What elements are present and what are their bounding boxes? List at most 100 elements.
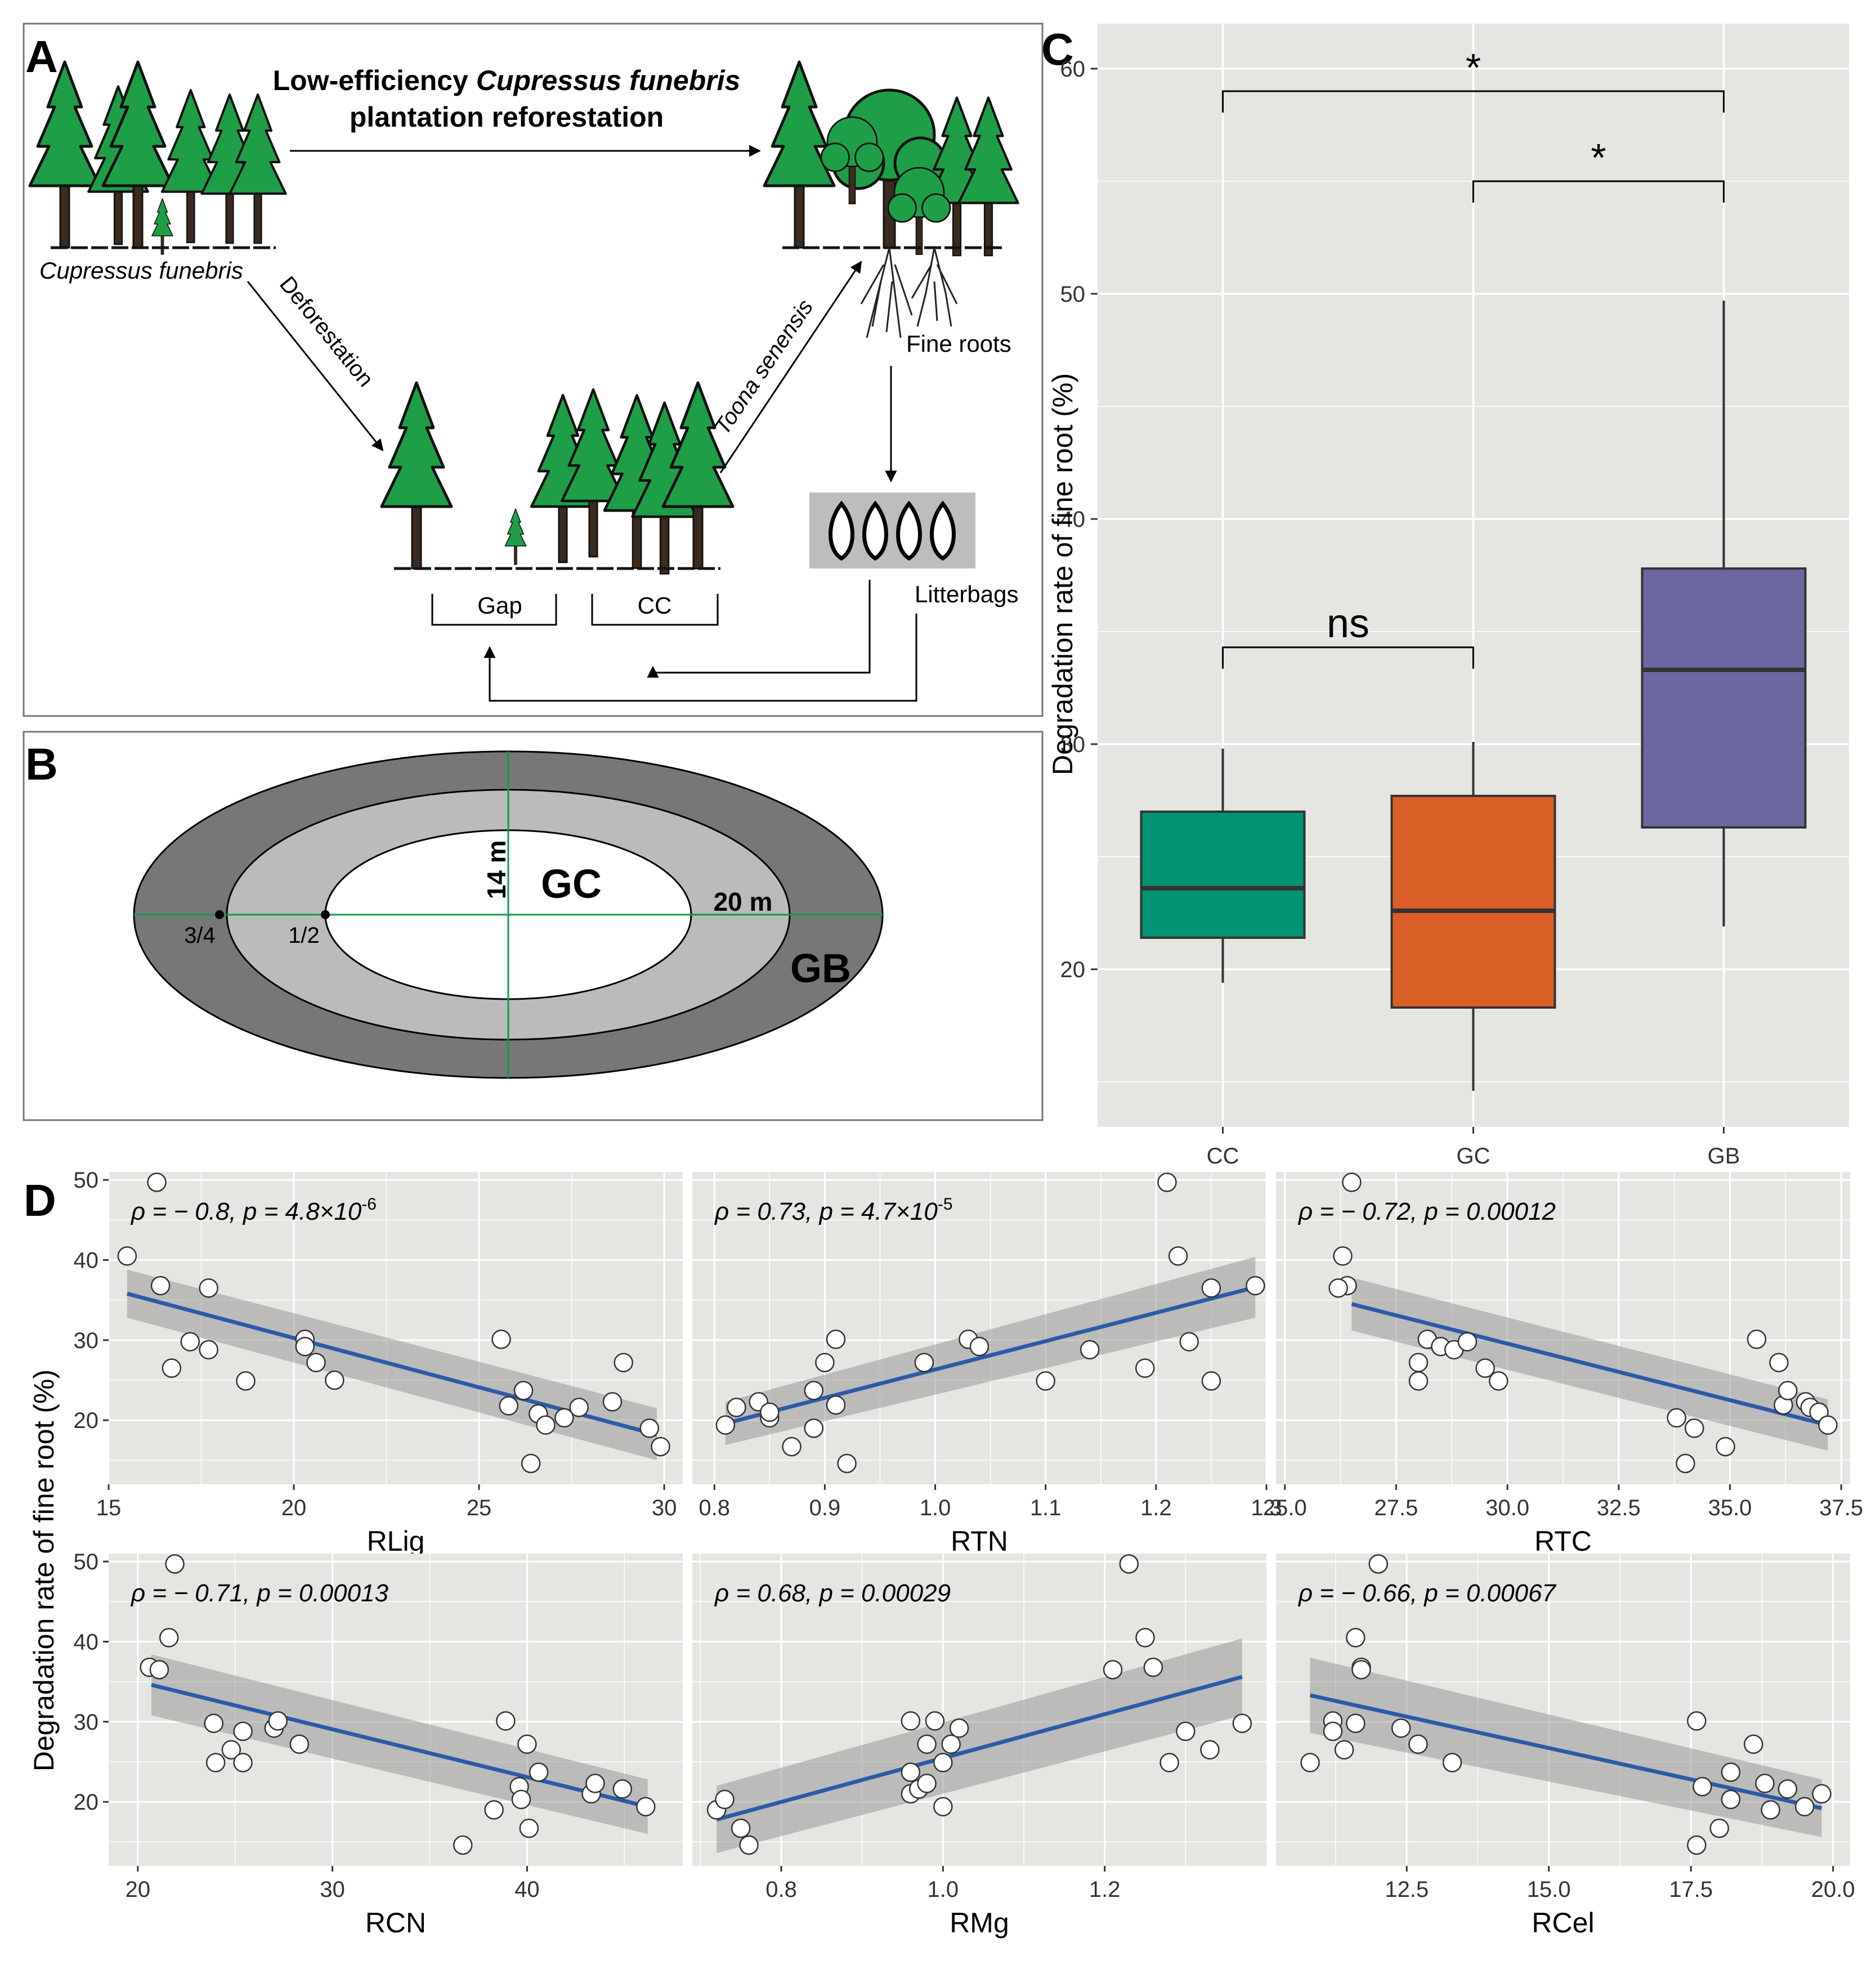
data-point — [521, 1453, 541, 1474]
annotation-rho: ρ = − 0.71, — [130, 1579, 257, 1607]
x-tick-label: 37.5 — [1819, 1496, 1863, 1520]
panel-c: C * * ns CC GC GB 20 30 40 50 60 Degradation rate… — [1041, 24, 1849, 1169]
x-tick-label: 32.5 — [1597, 1496, 1641, 1520]
facet-rcel: ρ = − 0.66, p = 0.00067 12.5 15.0 17.5 20.0 R… — [1276, 1554, 1855, 1939]
panel-a-title-line2: plantation reforestation — [350, 101, 664, 133]
data-point — [1368, 1554, 1389, 1574]
annotation-p: p = 0.00013 — [256, 1579, 388, 1607]
panel-d: D ρ = − 0.8, p = 4.8×10-6 20 30 40 50 15 20 25 3… — [24, 1168, 1863, 1939]
facet-annotation: ρ = − 0.71, p = 0.00013 — [130, 1579, 389, 1607]
y-tick-label: 20 — [74, 1408, 99, 1433]
x-axis-label: RTN — [951, 1525, 1008, 1557]
fine-roots-label: Fine roots — [906, 330, 1011, 357]
data-point — [233, 1753, 253, 1772]
x-tick-label: 20 — [281, 1496, 307, 1520]
data-point — [150, 1275, 171, 1296]
data-point — [1457, 1332, 1477, 1351]
x-tick-label: 15.0 — [1527, 1877, 1571, 1902]
x-tick-label: 30.0 — [1485, 1496, 1529, 1520]
data-point — [1685, 1418, 1704, 1438]
data-point — [901, 1762, 921, 1782]
litterbags-label: Litterbags — [915, 581, 1018, 607]
regression-line — [716, 1675, 1243, 1821]
panel-c-y-axis-label: Degradation rate of fine root (%) — [1047, 373, 1078, 775]
data-point — [1489, 1371, 1508, 1391]
data-point — [221, 1740, 241, 1760]
data-point — [499, 1396, 518, 1416]
y-tick-label: 20 — [1060, 957, 1086, 982]
fine-roots-icon — [860, 247, 958, 338]
box-gc — [1390, 795, 1556, 1009]
data-point — [602, 1392, 623, 1412]
x-tick-label: 40 — [514, 1877, 540, 1902]
data-point — [536, 1415, 556, 1435]
x-axis-label: RLig — [367, 1525, 425, 1557]
data-point — [1812, 1784, 1832, 1804]
y-tick-label: 50 — [74, 1168, 99, 1193]
data-point — [162, 1358, 182, 1378]
x-tick-label: 1.1 — [1030, 1496, 1062, 1520]
annotation-exp: -6 — [361, 1195, 377, 1214]
data-point — [612, 1779, 633, 1799]
data-point — [760, 1402, 780, 1422]
data-point — [117, 1246, 137, 1266]
y-tick-label: 40 — [74, 1630, 99, 1655]
data-point — [1143, 1657, 1163, 1677]
confidence-band — [725, 1256, 1256, 1445]
data-point — [837, 1453, 857, 1474]
x-tick-label: 0.8 — [765, 1877, 797, 1902]
data-point — [1676, 1453, 1695, 1474]
data-point — [1159, 1753, 1179, 1772]
data-point — [1179, 1332, 1199, 1351]
data-point — [1755, 1774, 1775, 1793]
data-point — [1135, 1358, 1155, 1378]
facet-inner — [1276, 1554, 1850, 1866]
annotation-rho: ρ = − 0.72, — [1297, 1198, 1424, 1225]
significance-bracket — [1222, 90, 1725, 113]
data-point — [636, 1797, 656, 1816]
data-point — [1693, 1776, 1712, 1797]
data-point — [1778, 1381, 1798, 1400]
data-point — [199, 1278, 218, 1298]
data-point — [1818, 1415, 1838, 1435]
y-tick-label: 40 — [74, 1248, 99, 1273]
data-point — [1119, 1554, 1139, 1574]
x-tick-label: 20.0 — [1811, 1877, 1855, 1902]
data-point — [715, 1415, 736, 1435]
x-tick-label: 30 — [652, 1496, 677, 1520]
facet-inner — [692, 1554, 1266, 1866]
data-point — [949, 1718, 969, 1738]
data-point — [1769, 1353, 1789, 1372]
panel-d-y-axis-label: Degradation rate of fine root (%) — [28, 1369, 60, 1771]
significance-label: * — [1591, 136, 1606, 180]
data-point — [159, 1628, 179, 1648]
regression-line — [1351, 1302, 1829, 1427]
confidence-band — [1310, 1658, 1822, 1837]
regression-line — [1309, 1693, 1823, 1810]
x-tick-label: 0.9 — [809, 1496, 841, 1520]
data-point — [1232, 1713, 1252, 1733]
x-tick-label: 12.5 — [1385, 1877, 1429, 1902]
data-point — [149, 1660, 169, 1680]
data-point — [306, 1353, 326, 1372]
x-tick-label: 1.0 — [928, 1877, 959, 1902]
data-point — [147, 1172, 167, 1192]
confidence-band — [717, 1638, 1242, 1854]
data-point — [1391, 1718, 1411, 1738]
data-point — [826, 1330, 846, 1349]
x-tick-label: 25 — [467, 1496, 492, 1520]
data-point — [519, 1818, 539, 1838]
y-tick-label: 60 — [1060, 57, 1086, 82]
dimension-14m: 14 m — [482, 840, 511, 899]
half-mark: 1/2 — [288, 923, 320, 948]
facet-annotation: ρ = 0.68, p = 0.00029 — [714, 1579, 951, 1607]
x-tick-label: 20 — [126, 1877, 151, 1902]
cypress-forest-icon — [30, 62, 286, 255]
x-tick-label: 1.0 — [920, 1496, 951, 1520]
x-tick-label: CC — [1207, 1144, 1239, 1169]
data-point — [815, 1353, 835, 1372]
x-tick-label: 15 — [96, 1496, 122, 1520]
data-point — [1475, 1358, 1495, 1378]
data-point — [1687, 1711, 1707, 1731]
data-point — [1036, 1371, 1055, 1391]
